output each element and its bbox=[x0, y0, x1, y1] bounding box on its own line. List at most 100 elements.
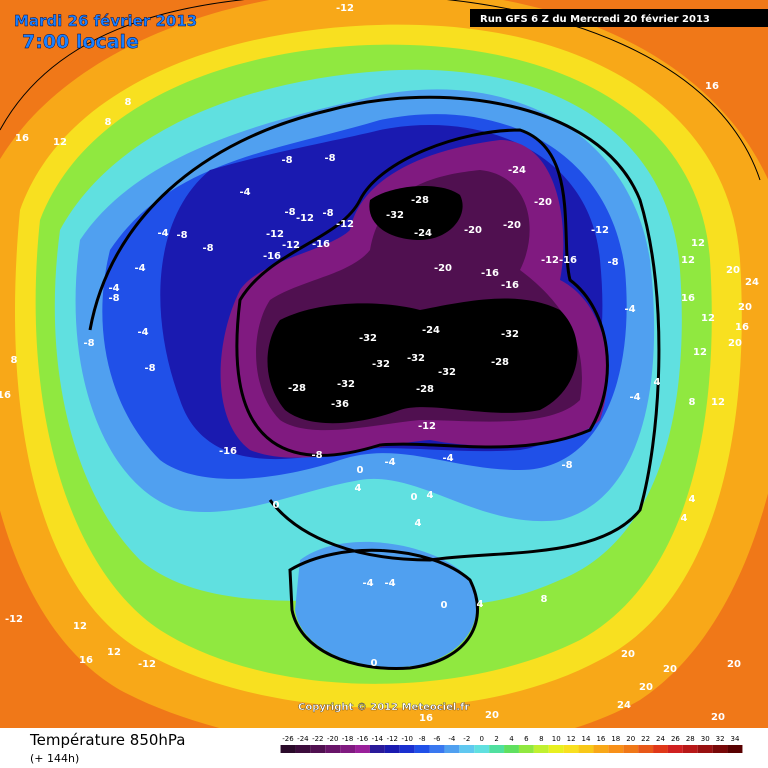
contour-label: 20 bbox=[663, 664, 677, 675]
scale-swatch bbox=[563, 745, 579, 753]
contour-label: 8 bbox=[689, 397, 696, 408]
contour-label: -4 bbox=[137, 327, 148, 338]
scale-label: -4 bbox=[448, 735, 456, 743]
contour-label: -20 bbox=[434, 263, 452, 274]
contour-label: 24 bbox=[745, 277, 759, 288]
contour-label: 16 bbox=[735, 322, 749, 333]
contour-label: 0 bbox=[273, 500, 280, 511]
contour-label: -20 bbox=[464, 225, 482, 236]
contour-label: -8 bbox=[144, 363, 155, 374]
contour-label: -12 bbox=[266, 229, 284, 240]
contour-label: -32 bbox=[372, 359, 390, 370]
contour-label: -4 bbox=[239, 187, 250, 198]
scale-label: 34 bbox=[731, 735, 740, 743]
scale-label: -10 bbox=[401, 735, 412, 743]
scale-swatch bbox=[459, 745, 475, 753]
scale-swatch bbox=[280, 745, 296, 753]
contour-label: -20 bbox=[534, 197, 552, 208]
contour-label: 4 bbox=[689, 494, 696, 505]
copyright: Copyright © 2012 Meteociel.fr bbox=[298, 702, 469, 713]
scale-swatch bbox=[667, 745, 683, 753]
contour-label: -28 bbox=[288, 383, 306, 394]
run-info: Run GFS 6 Z du Mercredi 20 février 2013 bbox=[480, 13, 710, 25]
scale-label: 12 bbox=[567, 735, 576, 743]
contour-label: -16 bbox=[219, 446, 237, 457]
contour-label: -28 bbox=[416, 384, 434, 395]
contour-label: 12 bbox=[711, 397, 725, 408]
contour-label: -8 bbox=[311, 450, 322, 461]
contour-label: -8 bbox=[284, 207, 295, 218]
contour-label: -16 bbox=[501, 280, 519, 291]
contour-label: 12 bbox=[691, 238, 705, 249]
contour-label: 8 bbox=[125, 97, 132, 108]
scale-label: 20 bbox=[626, 735, 635, 743]
contour-label: 20 bbox=[639, 682, 653, 693]
scale-swatch bbox=[474, 745, 490, 753]
contour-label: 20 bbox=[485, 710, 499, 721]
contour-label: -8 bbox=[607, 257, 618, 268]
contour-label: -8 bbox=[281, 155, 292, 166]
scale-swatch bbox=[548, 745, 564, 753]
contour-label: -32 bbox=[386, 210, 404, 221]
contour-label: -4 bbox=[362, 578, 373, 589]
scale-label: 28 bbox=[686, 735, 695, 743]
scale-swatch bbox=[593, 745, 609, 753]
contour-label: -12 bbox=[138, 659, 156, 670]
contour-label: -4 bbox=[384, 457, 395, 468]
contour-label: -4 bbox=[384, 578, 395, 589]
contour-label: 4 bbox=[355, 483, 362, 494]
scale-label: 16 bbox=[596, 735, 605, 743]
scale-swatch bbox=[697, 745, 713, 753]
contour-label: -16 bbox=[312, 239, 330, 250]
contour-label: -28 bbox=[411, 195, 429, 206]
contour-label: -36 bbox=[331, 399, 349, 410]
contour-label: 4 bbox=[427, 490, 434, 501]
contour-label: -32 bbox=[407, 353, 425, 364]
scale-label: 2 bbox=[494, 735, 498, 743]
scale-swatch bbox=[295, 745, 311, 753]
scale-swatch bbox=[608, 745, 624, 753]
contour-label: -4 bbox=[134, 263, 145, 274]
contour-label: -20 bbox=[503, 220, 521, 231]
field-title: Température 850hPa bbox=[29, 731, 186, 749]
contour-label: -8 bbox=[176, 230, 187, 241]
contour-label: -8 bbox=[202, 243, 213, 254]
contour-label: 0 bbox=[441, 600, 448, 611]
scale-label: -2 bbox=[463, 735, 470, 743]
contour-label: -8 bbox=[561, 460, 572, 471]
scale-label: -24 bbox=[297, 735, 309, 743]
scale-label: -14 bbox=[372, 735, 384, 743]
scale-label: -12 bbox=[387, 735, 398, 743]
contour-label: -4 bbox=[624, 304, 635, 315]
contour-label: -4 bbox=[157, 228, 168, 239]
contour-label: 4 bbox=[477, 599, 484, 610]
contour-label: -8 bbox=[324, 153, 335, 164]
scale-swatch bbox=[429, 745, 445, 753]
scale-swatch bbox=[384, 745, 400, 753]
scale-label: 32 bbox=[716, 735, 725, 743]
contour-label: 12 bbox=[681, 255, 695, 266]
scale-swatch bbox=[653, 745, 668, 753]
contour-label: -24 bbox=[422, 325, 440, 336]
contour-label: 4 bbox=[415, 518, 422, 529]
contour-label: -8 bbox=[108, 293, 119, 304]
scale-label: 10 bbox=[552, 735, 561, 743]
scale-label: -8 bbox=[419, 735, 426, 743]
contour-label: 12 bbox=[107, 647, 121, 658]
scale-swatch bbox=[638, 745, 654, 753]
scale-label: 6 bbox=[524, 735, 529, 743]
scale-label: -16 bbox=[357, 735, 369, 743]
contour-label: 16 bbox=[15, 133, 29, 144]
contour-label: -12 bbox=[336, 3, 354, 14]
contour-label: 20 bbox=[738, 302, 752, 313]
scale-label: 18 bbox=[611, 735, 620, 743]
contour-label: 0 bbox=[411, 492, 418, 503]
scale-label: -18 bbox=[342, 735, 353, 743]
forecast-time: 7:00 locale bbox=[22, 31, 139, 53]
contour-label: 12 bbox=[701, 313, 715, 324]
contour-label: -32 bbox=[337, 379, 355, 390]
contour-label: -12 bbox=[296, 213, 314, 224]
scale-label: 30 bbox=[701, 735, 710, 743]
scale-swatch bbox=[399, 745, 415, 753]
contour-label: 0 bbox=[371, 658, 378, 669]
